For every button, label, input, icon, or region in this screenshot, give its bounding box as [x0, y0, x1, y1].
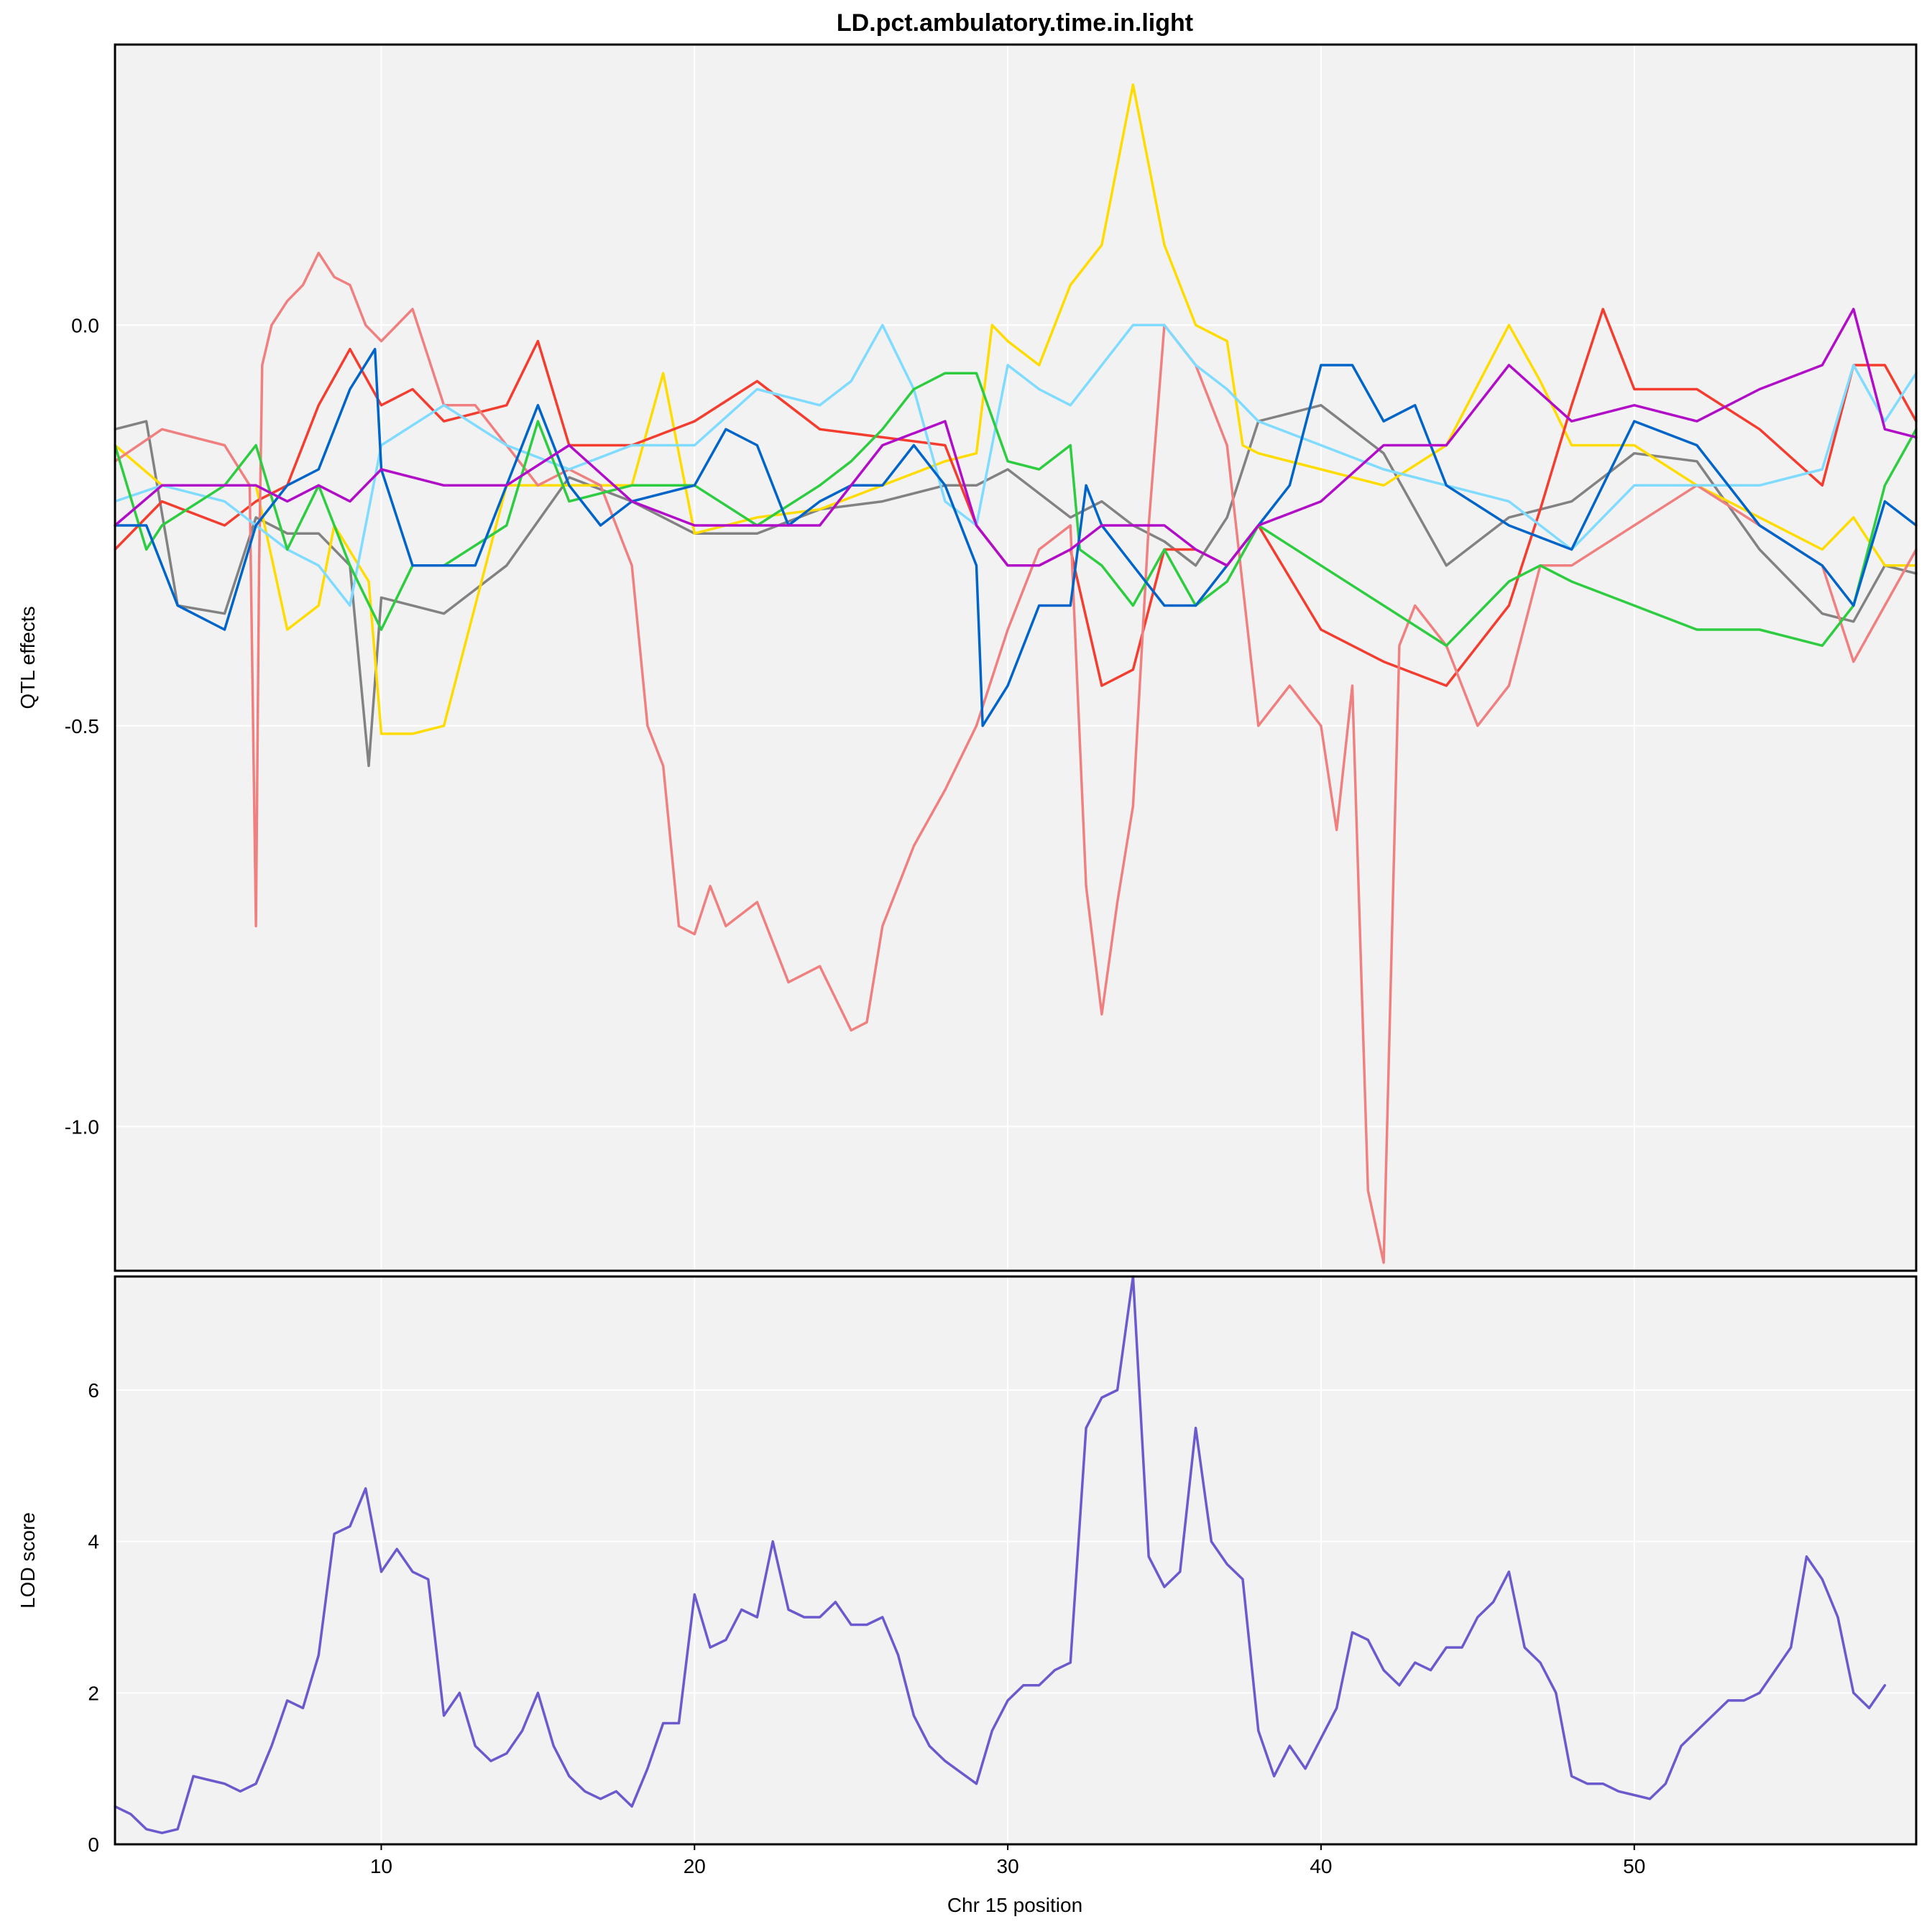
effects-panel-background: [115, 45, 1916, 1271]
effects-y-tick-label: -0.5: [65, 715, 99, 737]
effects-series-gray: [114, 404, 1918, 768]
lod-series-lines: [114, 1275, 1887, 1834]
chart-title: LD.pct.ambulatory.time.in.light: [837, 9, 1193, 37]
lod-y-axis-label: LOD score: [17, 1512, 39, 1609]
lod-y-ticks: 0 2 4 6: [88, 1379, 99, 1856]
effects-y-tick-label: 0.0: [71, 314, 99, 336]
effects-series-light-blue: [114, 323, 1918, 607]
lod-y-tick-label: 0: [88, 1834, 99, 1856]
lod-y-tick-label: 6: [88, 1379, 99, 1402]
effects-series-purple: [114, 308, 1918, 567]
lod-series-LOD: [114, 1275, 1887, 1834]
effects-series-green: [114, 372, 1918, 648]
x-tick-label: 40: [1310, 1855, 1332, 1877]
lod-panel-background: [115, 1276, 1916, 1844]
lod-y-tick-label: 4: [88, 1531, 99, 1553]
effects-series-yellow: [114, 83, 1918, 735]
x-tick-label: 30: [997, 1855, 1019, 1877]
effects-panel: -1.0 -0.5 0.0 QTL effects: [17, 43, 1918, 1272]
lod-panel-frame: [114, 1275, 1918, 1846]
x-axis-label: Chr 15 position: [947, 1894, 1082, 1916]
lod-y-tick-label: 2: [88, 1682, 99, 1704]
effects-panel-frame: [114, 43, 1918, 1272]
x-tick-label: 10: [370, 1855, 392, 1877]
effects-y-ticks: -1.0 -0.5 0.0: [65, 314, 99, 1138]
x-tick-label: 20: [684, 1855, 706, 1877]
x-axis-ticks: 10 20 30 40 50: [370, 1844, 1645, 1877]
x-tick-label: 50: [1623, 1855, 1645, 1877]
lod-panel: 0 2 4 6 LOD score: [17, 1275, 1918, 1856]
effects-series-salmon: [114, 252, 1918, 1264]
effects-y-axis-label: QTL effects: [17, 606, 39, 709]
effects-series-lines: [114, 83, 1918, 1264]
effects-gridlines: [115, 45, 1916, 1271]
effects-y-tick-label: -1.0: [65, 1116, 99, 1138]
effects-series-blue: [114, 347, 1918, 727]
